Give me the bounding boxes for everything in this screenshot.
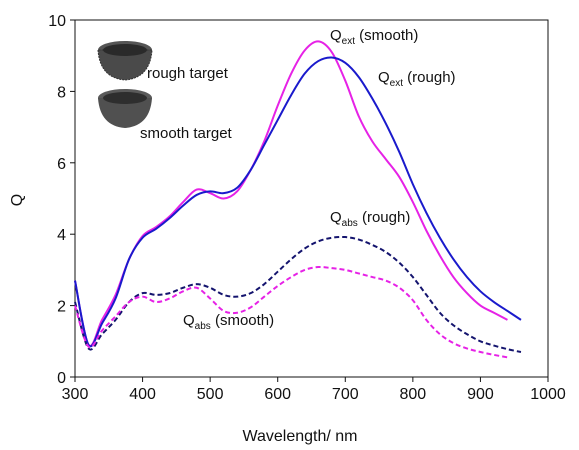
label-sub: abs — [195, 321, 211, 332]
label-main: Q — [330, 209, 342, 226]
label-main: Q — [330, 27, 342, 44]
y-tick-label: 4 — [57, 227, 66, 244]
label-rest: (smooth) — [355, 27, 418, 44]
smooth-bowl-inner — [103, 92, 147, 104]
series-line — [74, 265, 508, 359]
label-rest: (rough) — [403, 69, 456, 86]
rough-bowl-inner — [103, 44, 147, 56]
inset-label: rough target — [147, 65, 229, 82]
x-tick-label: 700 — [332, 386, 359, 403]
y-axis-label: Q — [9, 194, 26, 206]
x-tick-label: 900 — [467, 386, 494, 403]
smooth-bowl — [98, 98, 152, 128]
y-tick-label: 6 — [57, 156, 66, 173]
label-sub: ext — [390, 78, 404, 89]
label-rest: (smooth) — [211, 312, 274, 329]
x-tick-label: 400 — [129, 386, 156, 403]
rough-bowl — [97, 49, 153, 81]
label-main: Q — [378, 69, 390, 86]
x-tick-label: 500 — [197, 386, 224, 403]
label-sub: abs — [342, 218, 358, 229]
series-label: Qabs (rough) — [330, 209, 410, 229]
series-line — [74, 40, 508, 348]
series-line — [74, 56, 522, 348]
y-tick-label: 2 — [57, 299, 66, 316]
y-tick-label: 8 — [57, 84, 66, 101]
y-tick-label: 10 — [48, 13, 66, 30]
x-tick-label: 600 — [264, 386, 291, 403]
inset-label: smooth target — [140, 125, 233, 142]
series-label: Qabs (smooth) — [183, 312, 274, 332]
x-axis-label: Wavelength/ nm — [242, 428, 357, 445]
x-tick-label: 300 — [62, 386, 89, 403]
plot-frame — [74, 19, 549, 378]
x-tick-label: 1000 — [530, 386, 566, 403]
label-rest: (rough) — [358, 209, 411, 226]
series-line — [74, 235, 522, 353]
series-label: Qext (rough) — [378, 69, 456, 89]
x-tick-label: 800 — [400, 386, 427, 403]
label-sub: ext — [342, 36, 356, 47]
label-main: Q — [183, 312, 195, 329]
y-tick-label: 0 — [57, 370, 66, 387]
inset-images — [97, 41, 153, 128]
series-label: Qext (smooth) — [330, 27, 418, 47]
